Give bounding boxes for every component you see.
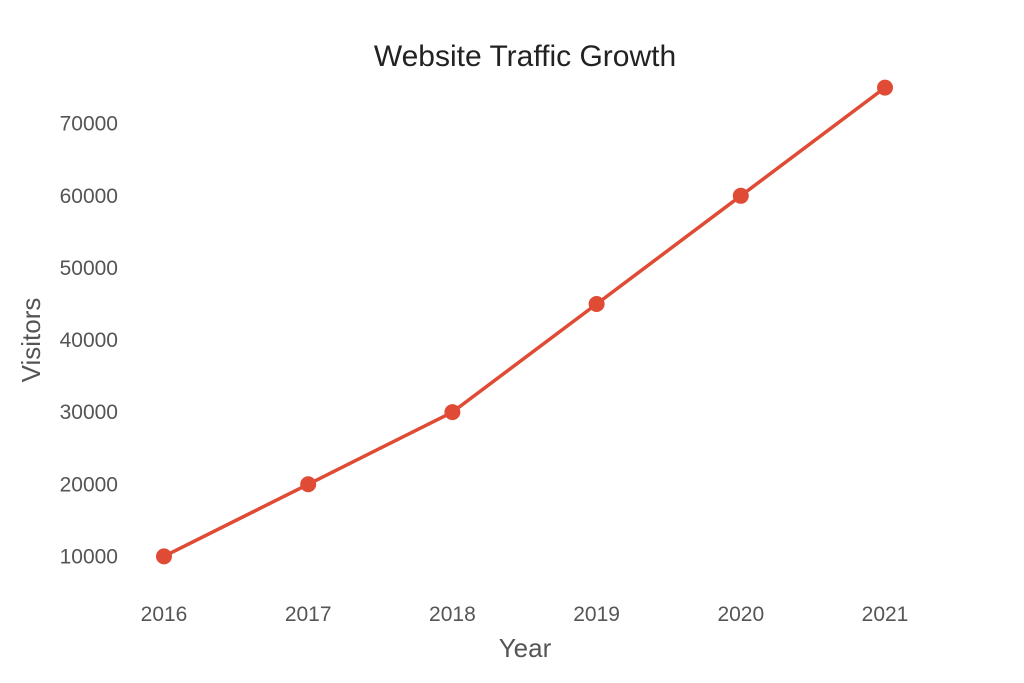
- y-tick-label: 70000: [60, 113, 118, 136]
- series-points: [156, 79, 893, 565]
- data-point: [877, 79, 893, 96]
- series-line: [162, 85, 887, 559]
- x-tick-label: 2020: [717, 603, 764, 626]
- x-tick-label: 2018: [429, 603, 476, 626]
- y-axis-label: Visitors: [16, 298, 46, 383]
- data-point: [300, 476, 317, 493]
- data-point: [588, 295, 605, 312]
- chart-title: Website Traffic Growth: [374, 40, 676, 73]
- y-tick-label: 20000: [60, 473, 118, 496]
- x-tick-label: 2016: [141, 603, 188, 626]
- y-tick-label: 50000: [60, 257, 118, 280]
- y-tick-label: 60000: [60, 185, 118, 208]
- y-tick-label: 30000: [60, 401, 118, 424]
- data-point: [732, 187, 749, 204]
- x-tick-label: 2017: [285, 603, 332, 626]
- x-axis-label: Year: [499, 633, 552, 663]
- data-point: [444, 404, 461, 421]
- y-tick-label: 10000: [60, 545, 118, 568]
- y-tick-label: 40000: [60, 329, 118, 352]
- y-axis-ticks: 10000 20000 30000 40000 50000 60000 70000: [60, 113, 118, 569]
- x-tick-label: 2021: [862, 603, 909, 626]
- data-point: [156, 548, 172, 565]
- x-tick-label: 2019: [573, 603, 620, 626]
- x-axis-ticks: 2016 2017 2018 2019 2020 2021: [141, 603, 909, 626]
